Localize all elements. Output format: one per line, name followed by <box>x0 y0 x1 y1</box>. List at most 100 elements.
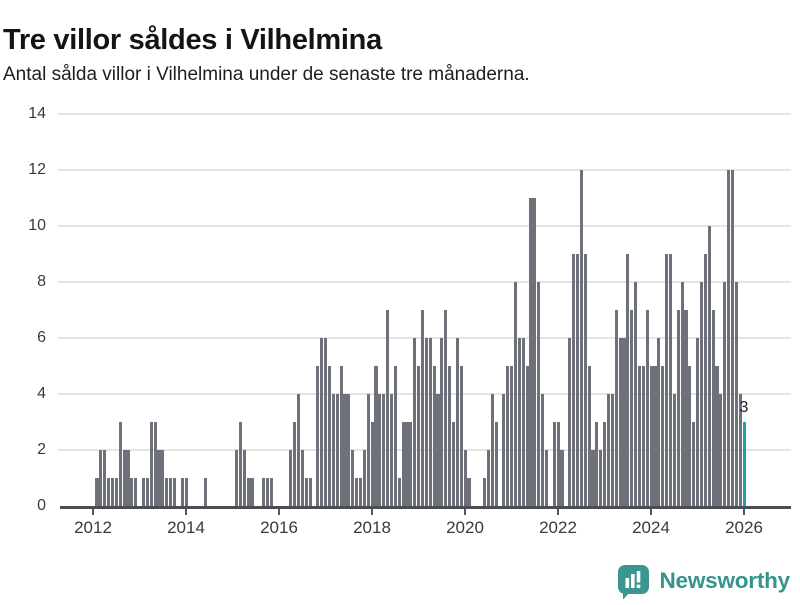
bar <box>637 366 642 506</box>
bar <box>413 338 417 506</box>
bar <box>203 478 208 506</box>
bar <box>397 478 401 506</box>
bar <box>455 338 459 506</box>
bar <box>300 450 304 506</box>
bar <box>703 254 707 506</box>
bar <box>451 422 456 506</box>
bar <box>370 422 374 506</box>
bar <box>362 450 366 506</box>
bar <box>401 422 405 506</box>
bar <box>587 366 591 506</box>
bar <box>707 226 711 506</box>
bar <box>296 394 301 506</box>
bar <box>107 478 111 506</box>
highlighted-bar-latest <box>742 422 746 506</box>
x-axis-label-2022: 2022 <box>539 518 577 537</box>
bar <box>378 394 382 506</box>
bar <box>614 310 618 506</box>
bar <box>486 450 490 506</box>
bar <box>184 478 188 506</box>
bar <box>382 394 386 506</box>
bar <box>172 478 177 506</box>
bar <box>366 394 370 506</box>
bar <box>420 310 425 506</box>
bar <box>541 394 545 506</box>
bar <box>389 394 394 506</box>
bar <box>730 170 735 506</box>
bar <box>699 282 704 506</box>
x-axis-tick-2018 <box>371 509 373 515</box>
bar <box>463 450 467 506</box>
x-axis-tick-2024 <box>650 509 652 515</box>
bar <box>657 338 661 506</box>
bar <box>289 450 293 506</box>
bar <box>180 478 184 506</box>
bar <box>141 478 146 506</box>
bar <box>591 450 595 506</box>
bar <box>668 254 673 506</box>
bar <box>661 366 665 506</box>
bar <box>409 422 413 506</box>
bar <box>424 338 428 506</box>
chart-subtitle: Antal sålda villor i Vilhelmina under de… <box>3 64 530 85</box>
y-axis-label-12: 12 <box>28 161 46 178</box>
bar <box>238 422 242 506</box>
gridline-y-10 <box>58 225 791 227</box>
x-axis-label-2018: 2018 <box>353 518 391 537</box>
bar <box>246 478 250 506</box>
bar <box>327 366 332 506</box>
x-axis-tick-2014 <box>185 509 187 515</box>
bar <box>723 282 727 506</box>
bar <box>134 478 138 506</box>
x-axis-tick-2020 <box>464 509 466 515</box>
bar <box>715 366 719 506</box>
bar <box>122 450 126 506</box>
bar <box>308 478 312 506</box>
bar <box>459 366 463 506</box>
bar <box>494 422 498 506</box>
bar <box>262 478 266 506</box>
bar <box>161 450 165 506</box>
bar <box>502 394 506 506</box>
bar <box>432 366 436 506</box>
bar <box>417 366 421 506</box>
bar <box>649 366 653 506</box>
bar <box>165 478 169 506</box>
bar <box>513 282 518 506</box>
y-axis-label-14: 14 <box>28 105 46 122</box>
x-axis-label-2012: 2012 <box>74 518 112 537</box>
y-axis-label-8: 8 <box>37 273 46 290</box>
bar <box>440 338 444 506</box>
bar <box>130 478 134 506</box>
bar <box>688 366 692 506</box>
gridline-y-14 <box>58 113 791 115</box>
bar <box>537 282 541 506</box>
bar <box>583 254 587 506</box>
bar <box>126 450 130 506</box>
last-bar-value-label: 3 <box>739 399 749 416</box>
bar <box>265 478 270 506</box>
bar <box>304 478 308 506</box>
bar <box>320 338 324 506</box>
bar <box>634 282 638 506</box>
bar <box>339 366 343 506</box>
y-axis-label-2: 2 <box>37 441 46 458</box>
bar <box>269 478 273 506</box>
bar <box>575 254 580 506</box>
bar <box>544 450 549 506</box>
bar <box>347 394 351 506</box>
bar <box>358 478 363 506</box>
bar <box>506 366 510 506</box>
bar <box>711 310 715 506</box>
x-axis-tick-2012 <box>92 509 94 515</box>
bar <box>552 422 556 506</box>
bar <box>692 422 696 506</box>
newsworthy-logo: Newsworthy <box>616 562 790 600</box>
x-axis-label-2020: 2020 <box>446 518 484 537</box>
bar <box>110 478 115 506</box>
bar <box>250 478 254 506</box>
y-axis-label-4: 4 <box>37 385 46 402</box>
bar <box>610 394 614 506</box>
bar <box>630 310 634 506</box>
bar <box>351 450 355 506</box>
